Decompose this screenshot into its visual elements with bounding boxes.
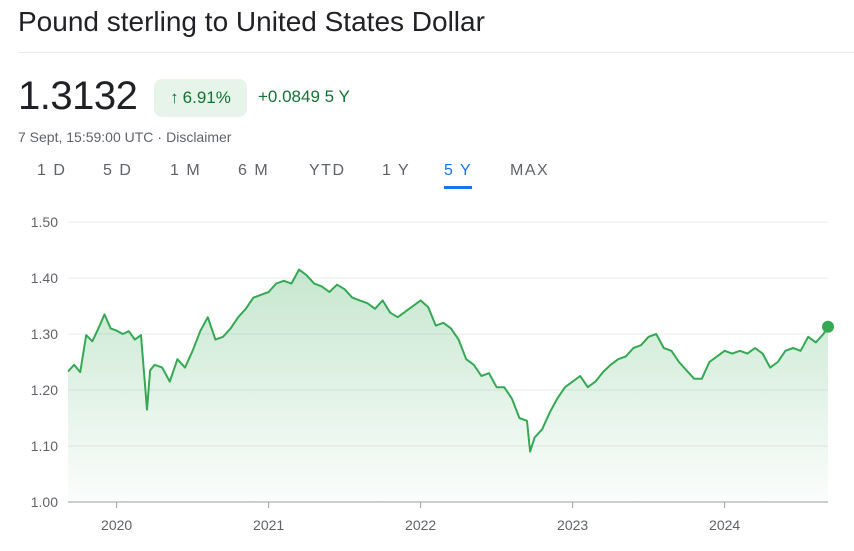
- header-divider: [18, 52, 854, 53]
- y-tick-label: 1.00: [31, 494, 58, 510]
- tab-6m[interactable]: 6 M: [238, 162, 270, 179]
- current-price-marker: [822, 320, 834, 333]
- tab-1y[interactable]: 1 Y: [382, 162, 411, 179]
- absolute-change: +0.0849 5 Y: [258, 87, 350, 107]
- percent-change-badge: ↑ 6.91%: [154, 79, 247, 117]
- timestamp: 7 Sept, 15:59:00 UTC: [18, 129, 154, 145]
- y-tick-label: 1.50: [31, 214, 58, 230]
- x-tick-label: 2020: [101, 517, 132, 533]
- current-price: 1.3132: [18, 74, 138, 118]
- tab-5d[interactable]: 5 D: [103, 162, 133, 179]
- tab-ytd[interactable]: YTD: [309, 162, 346, 179]
- tab-5y[interactable]: 5 Y: [444, 162, 473, 189]
- x-axis-ticks: 2020 2021 2022 2023 2024: [101, 502, 740, 533]
- y-tick-label: 1.10: [31, 438, 58, 454]
- change-period: 5 Y: [324, 87, 350, 106]
- tab-max[interactable]: MAX: [510, 162, 550, 179]
- y-tick-label: 1.20: [31, 382, 58, 398]
- quote-meta: 7 Sept, 15:59:00 UTC · Disclaimer: [18, 129, 231, 145]
- y-tick-label: 1.30: [31, 326, 58, 342]
- tab-1d[interactable]: 1 D: [37, 162, 67, 179]
- percent-change-value: 6.91%: [182, 88, 231, 107]
- tab-1m[interactable]: 1 M: [170, 162, 202, 179]
- arrow-up-icon: ↑: [170, 88, 179, 107]
- meta-separator: ·: [157, 129, 163, 145]
- y-axis-ticks: 1.50 1.40 1.30 1.20 1.10 1.00: [31, 214, 58, 510]
- absolute-change-value: +0.0849: [258, 87, 320, 106]
- range-tabs: 1 D 5 D 1 M 6 M YTD 1 Y 5 Y MAX: [0, 160, 600, 190]
- disclaimer-link[interactable]: Disclaimer: [166, 129, 232, 145]
- x-tick-label: 2021: [253, 517, 284, 533]
- y-tick-label: 1.40: [31, 270, 58, 286]
- price-area-fill: [68, 269, 828, 502]
- x-tick-label: 2022: [405, 517, 436, 533]
- price-series-line: [67, 268, 829, 453]
- price-chart[interactable]: 1.501.401.301.201.101.00 2020 2021 2022 202…: [0, 200, 854, 551]
- x-tick-label: 2024: [709, 517, 740, 533]
- x-tick-label: 2023: [557, 517, 588, 533]
- page-title: Pound sterling to United States Dollar: [18, 6, 485, 37]
